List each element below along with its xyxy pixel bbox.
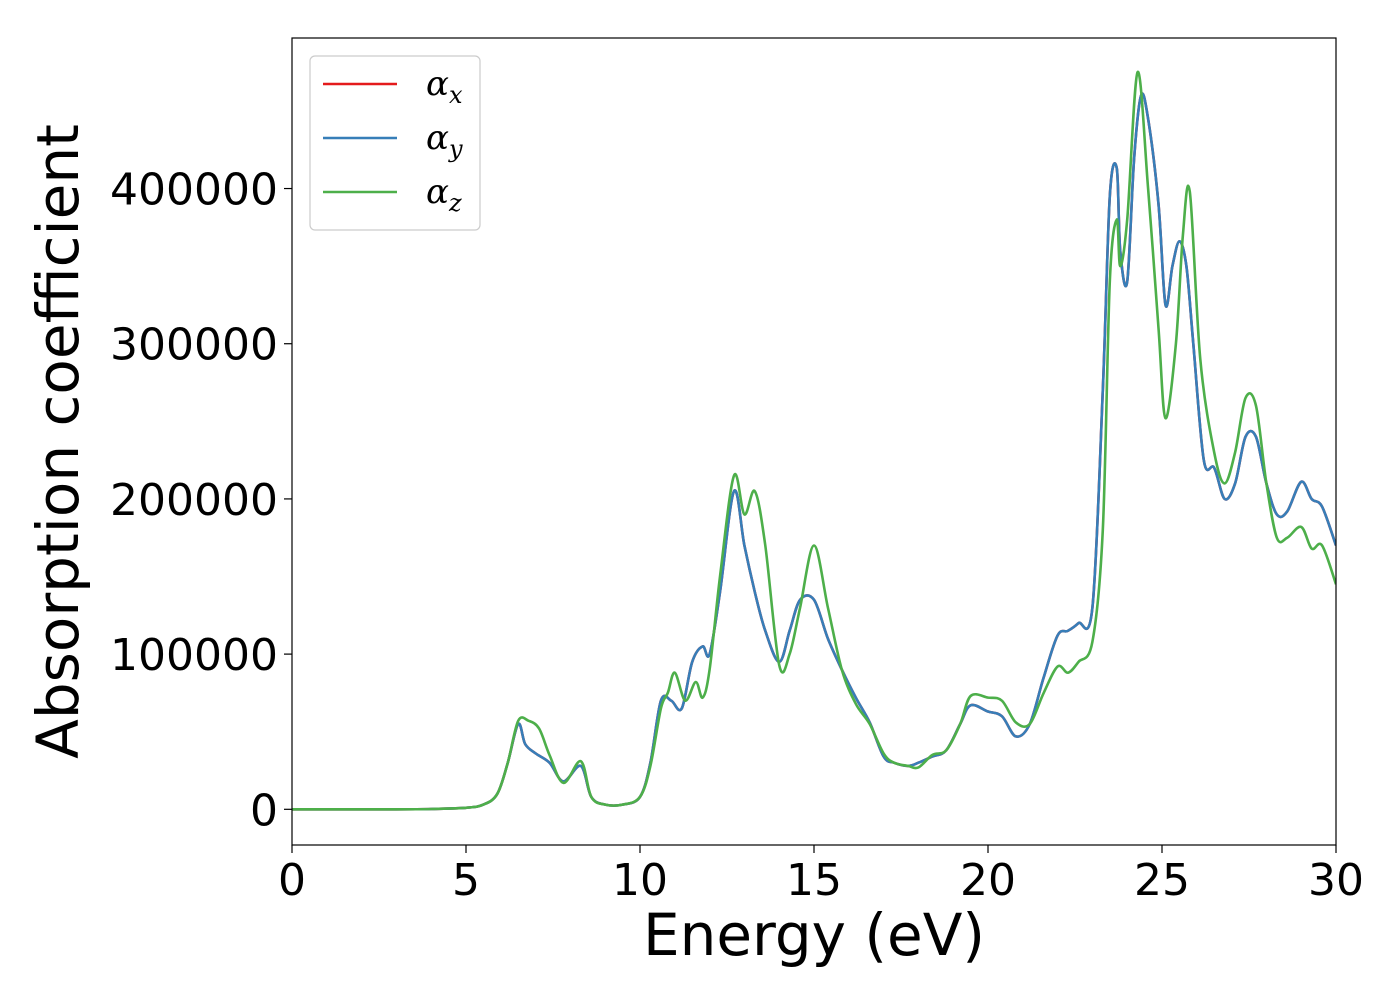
y-tick-label: 0 — [250, 785, 278, 836]
y-axis-label: Absorption coefficient — [24, 124, 92, 759]
x-tick-label: 15 — [786, 855, 842, 906]
legend: αx αy αz — [309, 55, 481, 231]
x-tick-label: 5 — [452, 855, 480, 906]
y-tick-label: 200000 — [110, 475, 278, 526]
y-tick-label: 400000 — [110, 165, 278, 216]
x-tick-label: 20 — [960, 855, 1016, 906]
y-tick-label: 300000 — [110, 320, 278, 371]
y-tick-label: 100000 — [110, 630, 278, 681]
x-tick-label: 30 — [1308, 855, 1364, 906]
x-axis-label: Energy (eV) — [643, 901, 985, 969]
y-axis-ticks: 0 100000 200000 300000 400000 — [110, 165, 292, 836]
x-tick-label: 10 — [612, 855, 668, 906]
series-line-y — [292, 92, 1336, 811]
x-tick-label: 25 — [1134, 855, 1190, 906]
legend-label-x: αx — [426, 64, 463, 109]
legend-label-y: αy — [426, 118, 463, 163]
legend-label-z: αz — [426, 172, 462, 217]
legend-box — [309, 55, 481, 231]
x-tick-label: 0 — [278, 855, 306, 906]
x-axis-ticks: 0 5 10 15 20 25 30 — [278, 845, 1364, 906]
series-line-z — [292, 70, 1336, 811]
series-lines — [292, 70, 1336, 811]
